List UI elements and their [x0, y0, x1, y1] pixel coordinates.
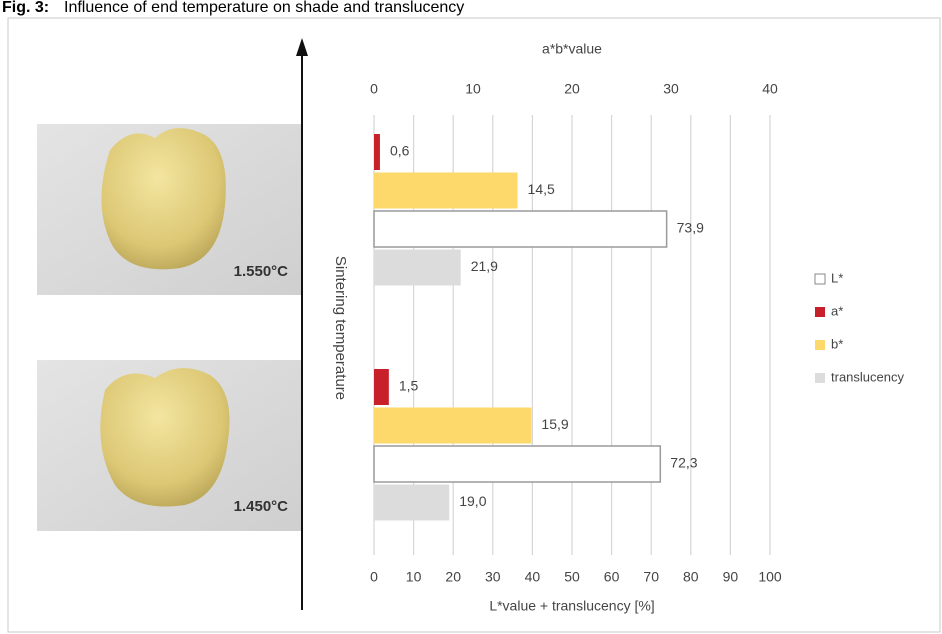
legend-label: translucency — [831, 369, 904, 384]
frame — [8, 18, 940, 632]
chart-title: Influence of end temperature on shade an… — [64, 0, 464, 16]
x-tick-label: 50 — [564, 569, 580, 585]
x-tick-label: 60 — [604, 569, 620, 585]
x2-tick-label: 30 — [663, 81, 679, 97]
x-tick-label: 40 — [525, 569, 541, 585]
y-axis-label: Sintering temperature — [332, 256, 349, 400]
x-tick-label: 10 — [406, 569, 422, 585]
x2-tick-label: 0 — [370, 81, 378, 97]
value-label: 0,6 — [390, 143, 410, 159]
legend-swatch — [815, 373, 825, 383]
x-tick-label: 90 — [723, 569, 739, 585]
legend-label: L* — [831, 270, 843, 285]
x-tick-label: 20 — [445, 569, 461, 585]
legend-swatch — [815, 307, 825, 317]
x-tick-label: 0 — [370, 569, 378, 585]
value-label: 72,3 — [670, 455, 697, 471]
x2-axis-label: a*b*value — [542, 41, 602, 57]
category-label: 1.450°C — [234, 498, 289, 515]
legend-label: a* — [831, 303, 843, 318]
category-label: 1.550°C — [234, 263, 289, 280]
bar — [374, 485, 449, 521]
value-label: 15,9 — [541, 416, 568, 432]
x-tick-label: 30 — [485, 569, 501, 585]
x2-tick-label: 10 — [465, 81, 481, 97]
page: {"chart_data": {"type": "bar", "orientat… — [0, 0, 942, 634]
bar — [374, 446, 660, 482]
x-tick-label: 70 — [643, 569, 659, 585]
bar — [374, 369, 389, 405]
bar — [374, 134, 380, 170]
x2-tick-label: 40 — [762, 81, 778, 97]
value-label: 1,5 — [399, 378, 419, 394]
x-axis-label: L*value + translucency [%] — [489, 598, 654, 614]
legend-swatch — [815, 340, 825, 350]
x-tick-label: 80 — [683, 569, 699, 585]
value-label: 73,9 — [677, 220, 704, 236]
x2-tick-label: 20 — [564, 81, 580, 97]
arrow-head — [296, 38, 308, 56]
legend-label: b* — [831, 336, 843, 351]
value-label: 19,0 — [459, 493, 486, 509]
x-tick-label: 100 — [758, 569, 782, 585]
bar — [374, 408, 531, 444]
chart: Fig. 3: Influence of end temperature on … — [0, 0, 942, 634]
value-label: 21,9 — [471, 258, 498, 274]
value-label: 14,5 — [528, 181, 555, 197]
bar — [374, 250, 461, 286]
bar — [374, 173, 518, 209]
legend-swatch — [815, 274, 825, 284]
title-label: Fig. 3: — [2, 0, 49, 16]
bar — [374, 211, 667, 247]
